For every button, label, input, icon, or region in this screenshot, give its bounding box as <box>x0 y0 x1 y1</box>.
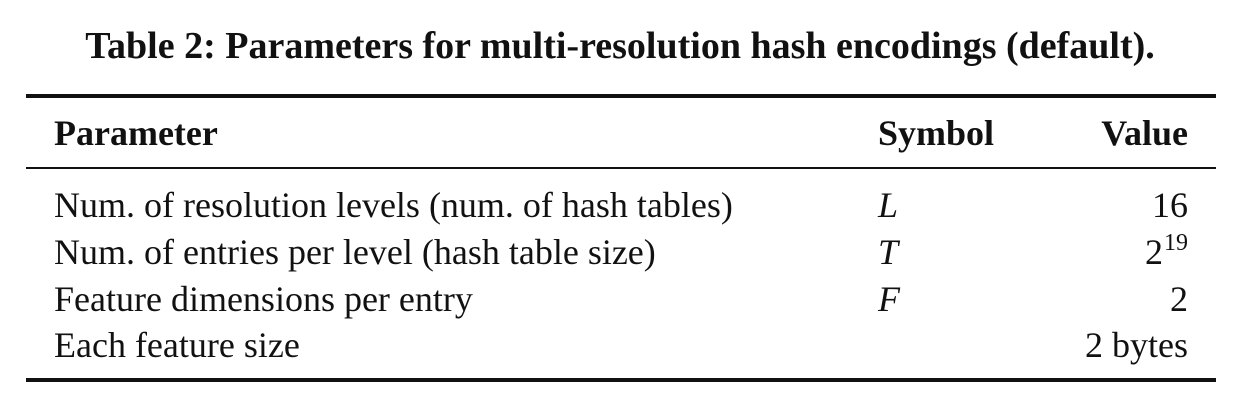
table-header-row: Parameter Symbol Value <box>0 109 1240 157</box>
table-bottom-rule <box>26 378 1216 382</box>
row-symbol: F <box>878 279 900 319</box>
value-base: 2 <box>1145 232 1163 272</box>
header-symbol: Symbol <box>878 113 995 153</box>
table-mid-rule <box>26 167 1216 169</box>
row-value: 2 bytes <box>1085 325 1188 365</box>
row-value: 16 <box>1152 185 1188 225</box>
row-parameter: Num. of resolution levels (num. of hash … <box>54 185 733 225</box>
row-parameter: Each feature size <box>54 325 300 365</box>
header-value: Value <box>1101 113 1188 153</box>
row-symbol: T <box>878 232 899 272</box>
table-row: Num. of entries per level (hash table si… <box>0 229 1240 275</box>
table-top-rule <box>26 94 1216 98</box>
row-value: 2 <box>1170 279 1188 319</box>
header-parameter: Parameter <box>54 113 218 153</box>
row-value: 219 <box>1145 229 1188 280</box>
table-row: Num. of resolution levels (num. of hash … <box>0 182 1240 228</box>
row-parameter: Num. of entries per level (hash table si… <box>54 232 656 272</box>
table-caption: Table 2: Parameters for multi-resolution… <box>85 25 1155 67</box>
table-row: Each feature size 2 bytes <box>0 322 1240 368</box>
row-symbol: L <box>878 185 899 225</box>
value-exponent: 19 <box>1164 230 1188 256</box>
row-parameter: Feature dimensions per entry <box>54 279 473 319</box>
table-row: Feature dimensions per entry F 2 <box>0 276 1240 322</box>
